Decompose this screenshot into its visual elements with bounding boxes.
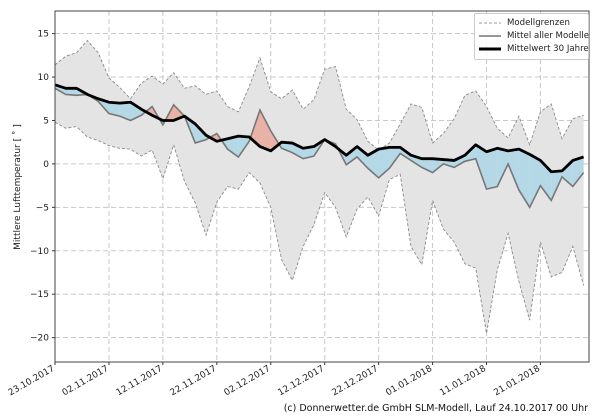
cold-anomaly-segment <box>281 142 293 153</box>
cold-anomaly-segment <box>108 102 120 117</box>
warm-anomaly-segment <box>259 110 271 151</box>
x-tick-label: 22.12.2017 <box>331 364 381 398</box>
cold-anomaly-segment <box>346 146 358 165</box>
x-tick-label: 21.01.2018 <box>492 364 542 399</box>
x-tick-label: 12.11.2017 <box>115 364 165 398</box>
y-tick-labels: 15 10 5 0 −5 −10 −15 −20 <box>30 30 49 344</box>
legend-label: Mittelwert 30 Jahre <box>507 44 589 54</box>
y-tick-label: 10 <box>38 73 50 83</box>
legend-label: Mittel aller Modelle <box>507 31 590 41</box>
cold-anomaly-segment <box>508 149 519 190</box>
x-tick-label: 11.01.2018 <box>438 364 488 399</box>
cold-anomaly-segment <box>432 158 444 173</box>
axes <box>52 10 590 365</box>
x-tick-labels: 23.10.2017 02.11.2017 12.11.2017 22.11.2017… <box>7 364 542 399</box>
cold-anomaly-segment <box>227 136 239 157</box>
lower-bound-line <box>54 121 585 334</box>
x-tick-label: 01.01.2018 <box>384 364 434 399</box>
series-lines <box>54 83 585 209</box>
x-tick-label: 12.12.2017 <box>277 364 327 398</box>
y-tick-label: 5 <box>43 116 49 126</box>
x-tick-label: 22.11.2017 <box>169 364 219 398</box>
cold-anomaly-segment <box>65 88 77 96</box>
x-tick-label: 02.12.2017 <box>223 364 273 398</box>
x-tick-label: 23.10.2017 <box>7 364 57 398</box>
model-mean-line <box>54 87 585 209</box>
cold-anomaly-segment <box>518 149 530 208</box>
cold-anomaly-segment <box>572 156 584 187</box>
y-axis-label: Mittlere Lufttemperatur [ ˚ ] <box>12 124 23 250</box>
y-tick-label: −20 <box>30 334 49 344</box>
y-tick-label: −10 <box>30 247 49 257</box>
model-range-area <box>55 40 584 334</box>
legend-item-model-mean: Mittel aller Modelle <box>479 30 589 42</box>
cold-anomaly-segment <box>497 148 509 187</box>
cold-anomaly-segment <box>292 143 304 159</box>
y-tick-label: 15 <box>38 30 49 40</box>
legend: Modellgrenzen Mittel aller Modelle Mitte… <box>474 13 589 60</box>
dashed-line-swatch-icon <box>479 22 501 24</box>
cold-anomaly-segment <box>303 146 314 159</box>
credit-text: (c) Donnerwetter.de GmbH SLM-Modell, Lau… <box>283 403 588 414</box>
black-line-swatch-icon <box>479 47 501 51</box>
cold-anomaly-segment <box>475 144 487 190</box>
legend-item-climate-mean: Mittelwert 30 Jahre <box>479 43 589 55</box>
cold-anomaly-segment <box>562 160 573 187</box>
cold-anomaly-segment <box>389 147 401 169</box>
cold-anomaly-segment <box>529 154 541 208</box>
cold-anomaly-segment <box>119 102 131 121</box>
gray-line-swatch-icon <box>479 35 501 37</box>
cold-anomaly-segment <box>454 155 465 168</box>
upper-bound-line <box>54 39 584 151</box>
cold-anomaly-segment <box>367 149 379 178</box>
y-tick-label: −15 <box>30 290 49 300</box>
cold-anomaly-segment <box>486 148 498 190</box>
y-tick-label: 0 <box>43 160 49 170</box>
x-tick-label: 02.11.2017 <box>61 364 111 398</box>
legend-label: Modellgrenzen <box>507 18 570 28</box>
climate-mean-line <box>54 83 585 174</box>
model-range-band <box>54 39 585 334</box>
legend-item-model-range: Modellgrenzen <box>479 17 570 29</box>
plot-frame <box>54 10 590 363</box>
cold-anomaly-segment <box>357 146 368 169</box>
y-tick-label: −5 <box>36 203 49 213</box>
cold-anomaly-segment <box>421 158 433 173</box>
